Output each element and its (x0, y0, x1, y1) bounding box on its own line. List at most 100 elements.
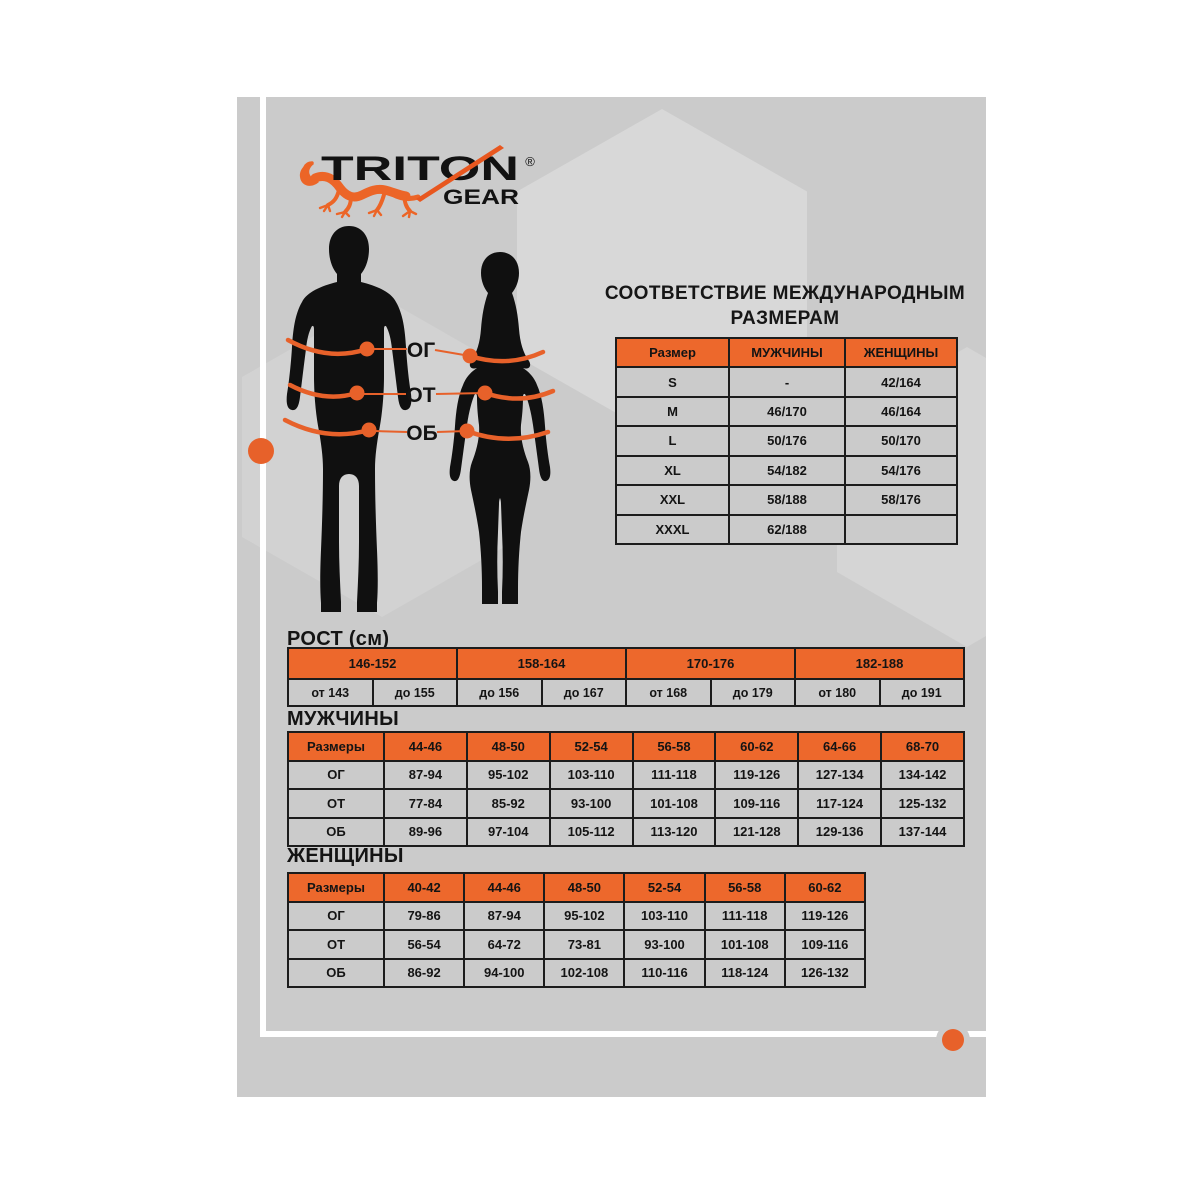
intl-header-row: Размер МУЖЧИНЫ ЖЕНЩИНЫ (615, 336, 958, 369)
table-row: ОГ 87-94 95-102 103-110 111-118 119-126 … (287, 759, 965, 790)
intl-size-title-line1: СООТВЕТСТВИЕ МЕЖДУНАРОДНЫМ (604, 283, 966, 304)
cell (844, 513, 958, 546)
header-cell: 60-62 (714, 731, 800, 762)
cell: 58/188 (728, 484, 846, 516)
hips-label: ОБ (406, 422, 437, 445)
header-cell: 182-188 (794, 647, 965, 680)
cell: 129-136 (797, 816, 883, 847)
cell: 62/188 (728, 513, 846, 546)
cell: 93-100 (623, 929, 706, 960)
cell: M (615, 395, 730, 428)
cell: 134-142 (880, 759, 965, 790)
header-cell: 48-50 (465, 731, 551, 762)
header-cell: Размеры (287, 731, 385, 762)
men-section-label: МУЖЧИНЫ (287, 708, 399, 730)
cell: от 168 (625, 678, 712, 707)
header-cell: Размер (615, 336, 730, 369)
frame-line-horizontal (260, 1031, 986, 1037)
measure-dots (349, 341, 493, 439)
cell: 95-102 (543, 900, 626, 931)
table-row: XL 54/182 54/176 (615, 454, 958, 487)
cell: 86-92 (382, 957, 466, 988)
cell: 79-86 (382, 900, 466, 931)
intl-size-table: Размер МУЖЧИНЫ ЖЕНЩИНЫ S - 42/164 M 46/1… (615, 336, 958, 546)
header-cell: 48-50 (543, 872, 626, 903)
cell: от 180 (794, 678, 881, 707)
cell: 50/170 (844, 425, 958, 457)
cell: 50/176 (728, 425, 846, 457)
cell: 93-100 (548, 788, 634, 819)
header-cell: ЖЕНЩИНЫ (844, 336, 958, 369)
registered-mark: ® (525, 154, 535, 169)
cell: до 156 (456, 678, 543, 707)
cell: 137-144 (880, 816, 965, 847)
cell: 42/164 (844, 366, 958, 398)
cell: 87-94 (383, 759, 468, 790)
table-row: M 46/170 46/164 (615, 395, 958, 428)
table-row: ОТ 56-54 64-72 73-81 93-100 101-108 109-… (287, 929, 867, 960)
male-silhouette (286, 226, 412, 612)
cell: 111-118 (631, 759, 717, 790)
header-cell: Размеры (287, 872, 385, 903)
cell: 119-126 (714, 759, 800, 790)
cell: 64-72 (463, 929, 546, 960)
cell: 119-126 (783, 900, 867, 931)
table-row: ОТ 77-84 85-92 93-100 101-108 109-116 11… (287, 788, 965, 819)
cell: 58/176 (844, 484, 958, 516)
female-silhouette (449, 252, 551, 604)
table-row: L 50/176 50/170 (615, 425, 958, 457)
header-cell: 44-46 (383, 731, 468, 762)
row-label-cell: ОГ (287, 759, 385, 790)
cell: 127-134 (797, 759, 883, 790)
header-cell: 52-54 (623, 872, 706, 903)
cell: L (615, 425, 730, 457)
accent-dot-left (248, 438, 274, 464)
measurement-figures: ОГ ОТ ОБ (282, 226, 556, 612)
men-header-row: Размеры 44-46 48-50 52-54 56-58 60-62 64… (287, 731, 965, 762)
connector-lines (362, 348, 486, 433)
cell: 54/176 (844, 454, 958, 487)
cell: 95-102 (465, 759, 551, 790)
cell: 125-132 (880, 788, 965, 819)
height-section-label: РОСТ (см) (287, 628, 390, 650)
cell: 46/170 (728, 395, 846, 428)
cell: 94-100 (463, 957, 546, 988)
header-cell: 40-42 (382, 872, 466, 903)
header-cell: 56-58 (703, 872, 786, 903)
cell: 117-124 (797, 788, 883, 819)
row-label-cell: ОТ (287, 788, 385, 819)
cell: 109-116 (714, 788, 800, 819)
row-label-cell: ОБ (287, 816, 385, 847)
waist-label: ОТ (406, 384, 435, 407)
cell: 118-124 (703, 957, 786, 988)
cell: XXXL (615, 513, 730, 546)
cell: до 191 (878, 678, 965, 707)
cell: 121-128 (714, 816, 800, 847)
row-label-cell: ОГ (287, 900, 385, 931)
content-panel: TRITON ® GEAR (237, 97, 986, 1097)
height-groups-row: 146-152 158-164 170-176 182-188 (287, 647, 965, 680)
table-row: ОГ 79-86 87-94 95-102 103-110 111-118 11… (287, 900, 867, 931)
frame-line-vertical (260, 97, 266, 1037)
cell: 111-118 (703, 900, 786, 931)
table-row: ОБ 86-92 94-100 102-108 110-116 118-124 … (287, 957, 867, 988)
cell: 103-110 (548, 759, 634, 790)
cell: 101-108 (631, 788, 717, 819)
header-cell: 146-152 (287, 647, 458, 680)
cell: XXL (615, 484, 730, 516)
table-row: ОБ 89-96 97-104 105-112 113-120 121-128 … (287, 816, 965, 847)
cell: до 179 (709, 678, 796, 707)
header-cell: 44-46 (463, 872, 546, 903)
height-table: 146-152 158-164 170-176 182-188 от 143 д… (287, 647, 965, 707)
header-cell: 170-176 (625, 647, 796, 680)
cell: до 155 (371, 678, 458, 707)
triton-gear-logo: TRITON ® GEAR (299, 145, 535, 219)
cell: 54/182 (728, 454, 846, 487)
cell: XL (615, 454, 730, 487)
header-cell: 158-164 (456, 647, 627, 680)
logo-slash (416, 145, 504, 202)
women-section-label: ЖЕНЩИНЫ (287, 845, 404, 867)
row-label-cell: ОТ (287, 929, 385, 960)
header-cell: 64-66 (797, 731, 883, 762)
cell: 89-96 (383, 816, 468, 847)
